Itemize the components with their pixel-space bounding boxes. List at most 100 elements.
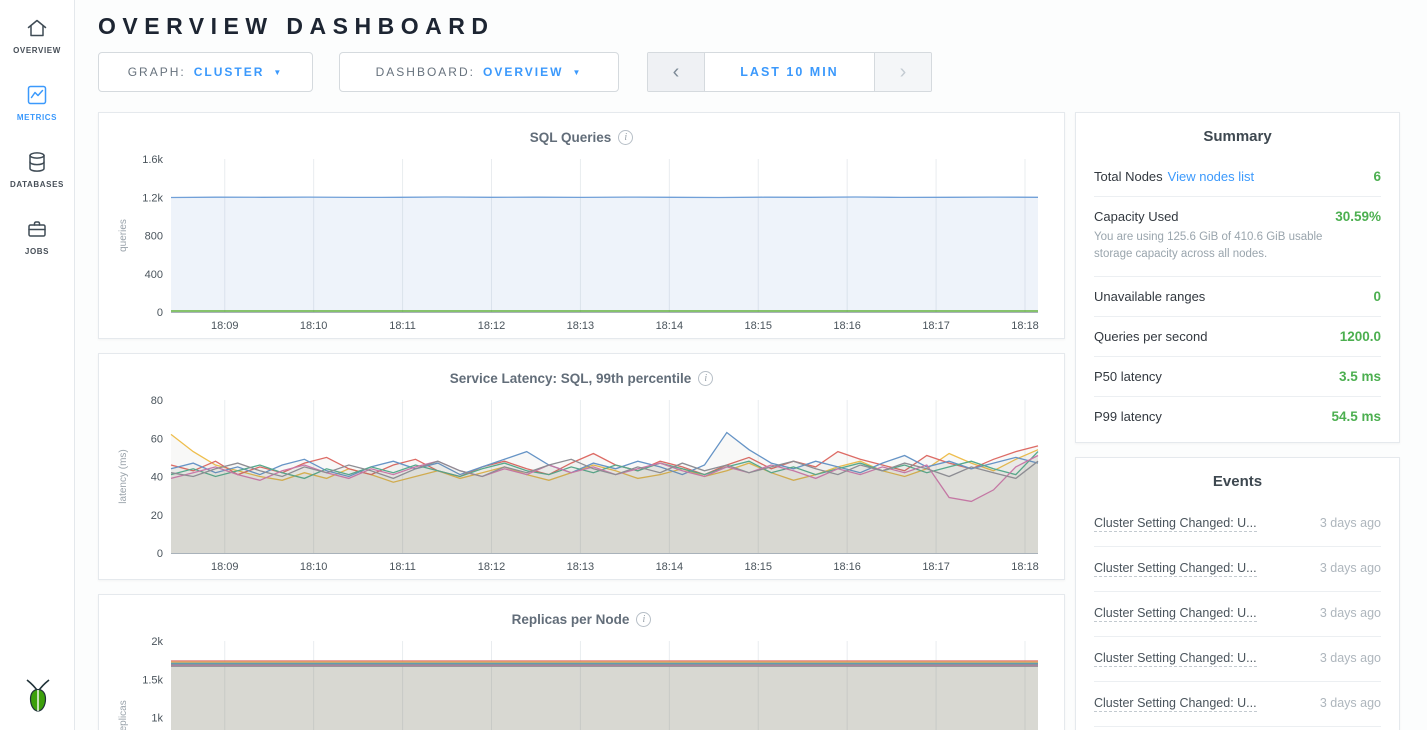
home-icon (25, 16, 49, 40)
chart-title: Service Latency: SQL, 99th percentile (449, 371, 692, 386)
graph-dropdown-value: CLUSTER (193, 65, 265, 79)
svg-text:400: 400 (145, 269, 163, 281)
total-nodes-label: Total Nodes (1094, 169, 1163, 184)
event-row: Cluster Setting Changed: U... 3 days ago (1094, 547, 1381, 592)
event-link[interactable]: Cluster Setting Changed: U... (1094, 560, 1257, 577)
summary-title: Summary (1203, 128, 1272, 145)
event-row: Cluster Setting Changed: U... 3 days ago (1094, 682, 1381, 727)
svg-text:18:15: 18:15 (744, 320, 772, 332)
time-range-selector: ‹ LAST 10 MIN › (647, 52, 932, 92)
total-nodes-value: 6 (1373, 169, 1381, 184)
sidebar-item-label: JOBS (24, 247, 50, 256)
svg-text:40: 40 (151, 472, 163, 484)
queries-per-second-label: Queries per second (1094, 328, 1208, 344)
svg-text:18:13: 18:13 (567, 561, 595, 573)
event-row: Cluster Setting Changed: U... 3 days ago (1094, 592, 1381, 637)
view-nodes-link[interactable]: View nodes list (1167, 169, 1255, 184)
capacity-used-note: You are using 125.6 GiB of 410.6 GiB usa… (1094, 231, 1323, 261)
queries-per-second-value: 1200.0 (1339, 328, 1381, 344)
svg-text:replicas: replicas (118, 700, 129, 730)
right-column: Summary Total Nodes View nodes list 6 Cap… (1075, 112, 1400, 730)
sidebar: OVERVIEW METRICS DATABASES JOBS (0, 0, 75, 730)
time-prev-button[interactable]: ‹ (648, 53, 705, 91)
sidebar-item-metrics[interactable]: METRICS (17, 83, 57, 122)
p99-latency-value: 54.5 ms (1331, 408, 1381, 424)
chart-card-sql-queries: SQL Queries i 18:09 18:10 18:11 18:12 18:13 1… (98, 112, 1065, 339)
cockroachdb-logo[interactable] (0, 678, 75, 714)
event-timestamp: 3 days ago (1319, 605, 1381, 620)
capacity-used-label: Capacity Used (1094, 209, 1179, 224)
time-range-label[interactable]: LAST 10 MIN (705, 53, 874, 91)
svg-text:18:11: 18:11 (389, 320, 416, 332)
summary-row-queries-per-second: Queries per second 1200.0 (1094, 317, 1381, 357)
svg-text:20: 20 (151, 510, 163, 522)
events-title: Events (1212, 472, 1263, 490)
svg-text:0: 0 (157, 307, 163, 319)
event-row: Cluster Setting Changed: U... 3 days ago (1094, 727, 1381, 730)
service-latency-chart[interactable]: 18:09 18:10 18:11 18:12 18:13 18:14 18:15 18:16… (113, 392, 1048, 577)
event-timestamp: 3 days ago (1319, 515, 1381, 530)
svg-text:18:13: 18:13 (567, 320, 595, 332)
svg-text:18:18: 18:18 (1011, 561, 1039, 573)
graph-dropdown[interactable]: GRAPH: CLUSTER ▼ (98, 52, 313, 92)
svg-text:18:16: 18:16 (833, 320, 861, 332)
svg-text:18:12: 18:12 (478, 320, 506, 332)
info-icon[interactable]: i (698, 371, 714, 386)
capacity-used-value: 30.59% (1335, 209, 1381, 224)
event-link[interactable]: Cluster Setting Changed: U... (1094, 605, 1257, 622)
info-icon[interactable]: i (618, 130, 634, 145)
summary-row-capacity-used: Capacity Used 30.59% You are using 125.6… (1094, 197, 1381, 277)
svg-text:60: 60 (151, 433, 163, 445)
chart-card-service-latency: Service Latency: SQL, 99th percentile i … (98, 353, 1065, 580)
svg-text:18:16: 18:16 (833, 561, 861, 573)
chart-title: Replicas per Node (511, 612, 630, 627)
summary-row-total-nodes: Total Nodes View nodes list 6 (1094, 157, 1381, 197)
event-link[interactable]: Cluster Setting Changed: U... (1094, 650, 1257, 667)
svg-text:18:17: 18:17 (922, 561, 950, 573)
sql-queries-chart[interactable]: 18:09 18:10 18:11 18:12 18:13 18:14 18:15 18:16… (113, 151, 1048, 336)
svg-text:80: 80 (151, 395, 163, 407)
chart-card-replicas-per-node: Replicas per Node i 18:0918:1018:1118:12… (98, 594, 1065, 730)
svg-text:queries: queries (118, 219, 129, 252)
svg-text:18:18: 18:18 (1011, 320, 1039, 332)
p50-latency-value: 3.5 ms (1338, 368, 1381, 384)
dashboard-dropdown[interactable]: DASHBOARD: OVERVIEW ▼ (339, 52, 619, 92)
unavailable-ranges-value: 0 (1373, 288, 1381, 304)
p99-latency-label: P99 latency (1094, 408, 1162, 424)
svg-text:18:15: 18:15 (744, 561, 772, 573)
svg-text:18:12: 18:12 (478, 561, 506, 573)
event-link[interactable]: Cluster Setting Changed: U... (1094, 695, 1257, 712)
time-next-button[interactable]: › (874, 53, 931, 91)
event-timestamp: 3 days ago (1319, 650, 1381, 665)
graph-dropdown-label: GRAPH: (127, 65, 186, 79)
event-row: Cluster Setting Changed: U... 3 days ago (1094, 637, 1381, 682)
sidebar-item-databases[interactable]: DATABASES (10, 150, 64, 189)
chart-title: SQL Queries (529, 130, 612, 145)
event-timestamp: 3 days ago (1319, 560, 1381, 575)
sidebar-item-label: DATABASES (10, 180, 64, 189)
summary-panel: Summary Total Nodes View nodes list 6 Cap… (1075, 112, 1400, 443)
briefcase-icon (25, 217, 49, 241)
svg-text:18:09: 18:09 (211, 561, 239, 573)
svg-text:0: 0 (157, 548, 163, 560)
p50-latency-label: P50 latency (1094, 368, 1162, 384)
svg-text:18:10: 18:10 (300, 320, 328, 332)
svg-text:800: 800 (145, 231, 163, 243)
svg-text:1.2k: 1.2k (142, 192, 163, 204)
event-link[interactable]: Cluster Setting Changed: U... (1094, 515, 1257, 532)
summary-row-unavailable-ranges: Unavailable ranges 0 (1094, 277, 1381, 317)
chevron-down-icon: ▼ (572, 67, 583, 77)
sidebar-item-overview[interactable]: OVERVIEW (13, 16, 61, 55)
sidebar-item-jobs[interactable]: JOBS (25, 217, 49, 256)
info-icon[interactable]: i (636, 612, 652, 627)
sidebar-item-label: OVERVIEW (13, 46, 61, 55)
sidebar-item-label: METRICS (16, 113, 58, 122)
event-timestamp: 3 days ago (1319, 695, 1381, 710)
svg-text:18:10: 18:10 (300, 561, 328, 573)
chevron-down-icon: ▼ (273, 67, 284, 77)
events-panel: Events Cluster Setting Changed: U... 3 d… (1075, 456, 1400, 730)
replicas-per-node-chart[interactable]: 18:0918:1018:1118:1218:1318:1418:1518:16… (113, 633, 1048, 730)
svg-text:18:14: 18:14 (656, 561, 684, 573)
charts-column: SQL Queries i 18:09 18:10 18:11 18:12 18:13 1… (98, 112, 1065, 730)
